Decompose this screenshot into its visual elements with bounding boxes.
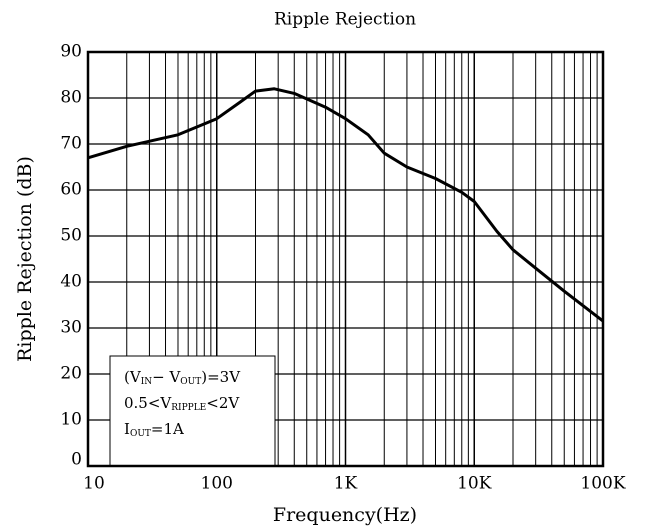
annotation-text: =1A <box>151 420 184 438</box>
plot-frame <box>86 50 605 468</box>
chart-title: Ripple Rejection <box>274 10 416 30</box>
annotation-text: I <box>124 420 130 438</box>
x-tick-label: 10 <box>83 474 105 494</box>
y-tick-label: 40 <box>60 272 82 292</box>
y-tick-label: 50 <box>60 226 82 246</box>
y-tick-label: 60 <box>60 180 82 200</box>
annotation-text: )=3V <box>201 368 241 386</box>
y-tick-label: 80 <box>60 88 82 108</box>
annotation-text: − V <box>152 368 181 386</box>
x-axis-label: Frequency(Hz) <box>273 504 417 526</box>
y-tick-label: 70 <box>60 134 82 154</box>
y-tick-label: 20 <box>60 364 82 384</box>
x-tick-label: 10K <box>457 474 492 494</box>
subscript: OUT <box>130 429 151 439</box>
line <box>87 87 604 323</box>
annotation-line: IOUT=1A <box>124 420 184 439</box>
annotation-line: 0.5<VRIPPLE<2V <box>124 394 240 413</box>
subscript: OUT <box>180 377 201 387</box>
y-tick-label: 90 <box>60 42 82 62</box>
y-tick-label: 10 <box>60 410 82 430</box>
annotation-line: (VIN− VOUT)=3V <box>124 368 241 387</box>
annotation-text: 0.5<V <box>124 394 172 412</box>
annotation-text: <2V <box>206 394 240 412</box>
x-tick-label: 100 <box>201 474 233 494</box>
y-tick-label: 0 <box>71 450 82 470</box>
annotation-text: (V <box>124 368 142 386</box>
y-tick-label: 30 <box>60 318 82 338</box>
subscript: RIPPLE <box>171 403 206 413</box>
x-tick-label: 100K <box>580 474 625 494</box>
subscript: IN <box>141 377 153 387</box>
y-axis-label: Ripple Rejection (dB) <box>14 156 36 362</box>
x-tick-label: 1K <box>334 474 358 494</box>
annotation-box <box>109 355 276 467</box>
